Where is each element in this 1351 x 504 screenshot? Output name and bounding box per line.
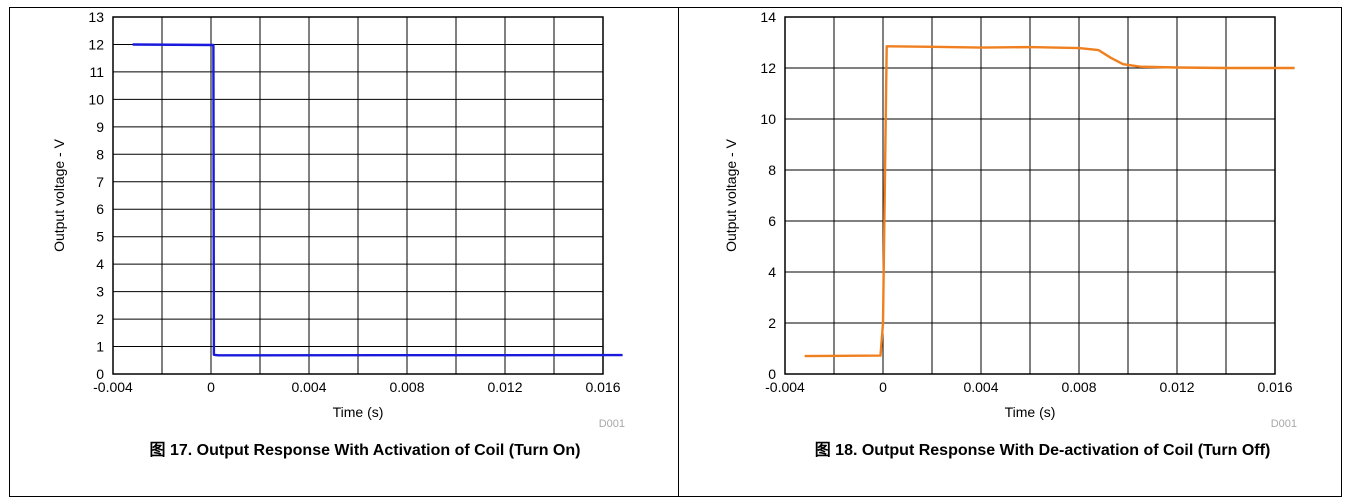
y-tick-label: 1 — [96, 339, 104, 355]
y-tick-label: 6 — [768, 213, 776, 229]
y-tick-label: 6 — [96, 201, 104, 217]
y-tick-label: 0 — [768, 366, 776, 382]
x-tick-label: 0.016 — [1257, 379, 1292, 395]
y-tick-label: 2 — [768, 315, 776, 331]
figure-id-label: D001 — [599, 418, 625, 430]
y-tick-label: 2 — [96, 311, 104, 327]
y-tick-label: 10 — [88, 91, 104, 107]
x-tick-label: 0.012 — [487, 379, 522, 395]
figure-id-label: D001 — [1271, 418, 1297, 430]
y-tick-label: 8 — [96, 146, 104, 162]
series-line — [132, 43, 623, 357]
y-tick-label: 12 — [760, 60, 776, 76]
y-tick-label: 10 — [760, 111, 776, 127]
x-axis-label: Time (s) — [1005, 404, 1056, 420]
y-tick-label: 0 — [96, 366, 104, 382]
figure-frame — [9, 7, 1342, 497]
x-tick-label: 0.004 — [291, 379, 326, 395]
y-tick-label: 5 — [96, 229, 104, 245]
x-tick-label: 0.008 — [1061, 379, 1096, 395]
y-tick-label: 11 — [89, 64, 104, 80]
x-tick-label: -0.004 — [93, 379, 133, 395]
y-axis-label: Output voltage - V — [723, 138, 739, 252]
series-line — [804, 45, 1295, 358]
y-tick-label: 12 — [88, 36, 104, 52]
y-tick-label: 13 — [88, 9, 104, 25]
figure-18-caption: 图 18. Output Response With De-activation… — [814, 442, 1271, 459]
x-tick-label: 0.004 — [963, 379, 998, 395]
x-tick-label: -0.004 — [765, 379, 805, 395]
y-tick-label: 4 — [96, 256, 104, 272]
y-tick-label: 7 — [96, 174, 104, 190]
x-tick-label: 0 — [207, 379, 215, 395]
plot-area — [784, 16, 1276, 375]
y-tick-label: 3 — [96, 284, 104, 300]
plot-area — [112, 16, 604, 375]
x-tick-label: 0.012 — [1159, 379, 1194, 395]
x-tick-label: 0.008 — [389, 379, 424, 395]
figure-17-caption: 图 17. Output Response With Activation of… — [149, 442, 581, 459]
panel-divider — [678, 7, 679, 497]
y-axis-label: Output voltage - V — [51, 138, 67, 252]
y-tick-label: 4 — [768, 264, 776, 280]
x-tick-label: 0.016 — [585, 379, 620, 395]
y-tick-label: 14 — [760, 9, 776, 25]
x-axis-label: Time (s) — [333, 404, 384, 420]
y-tick-label: 9 — [96, 119, 104, 135]
y-tick-label: 8 — [768, 162, 776, 178]
x-tick-label: 0 — [879, 379, 887, 395]
